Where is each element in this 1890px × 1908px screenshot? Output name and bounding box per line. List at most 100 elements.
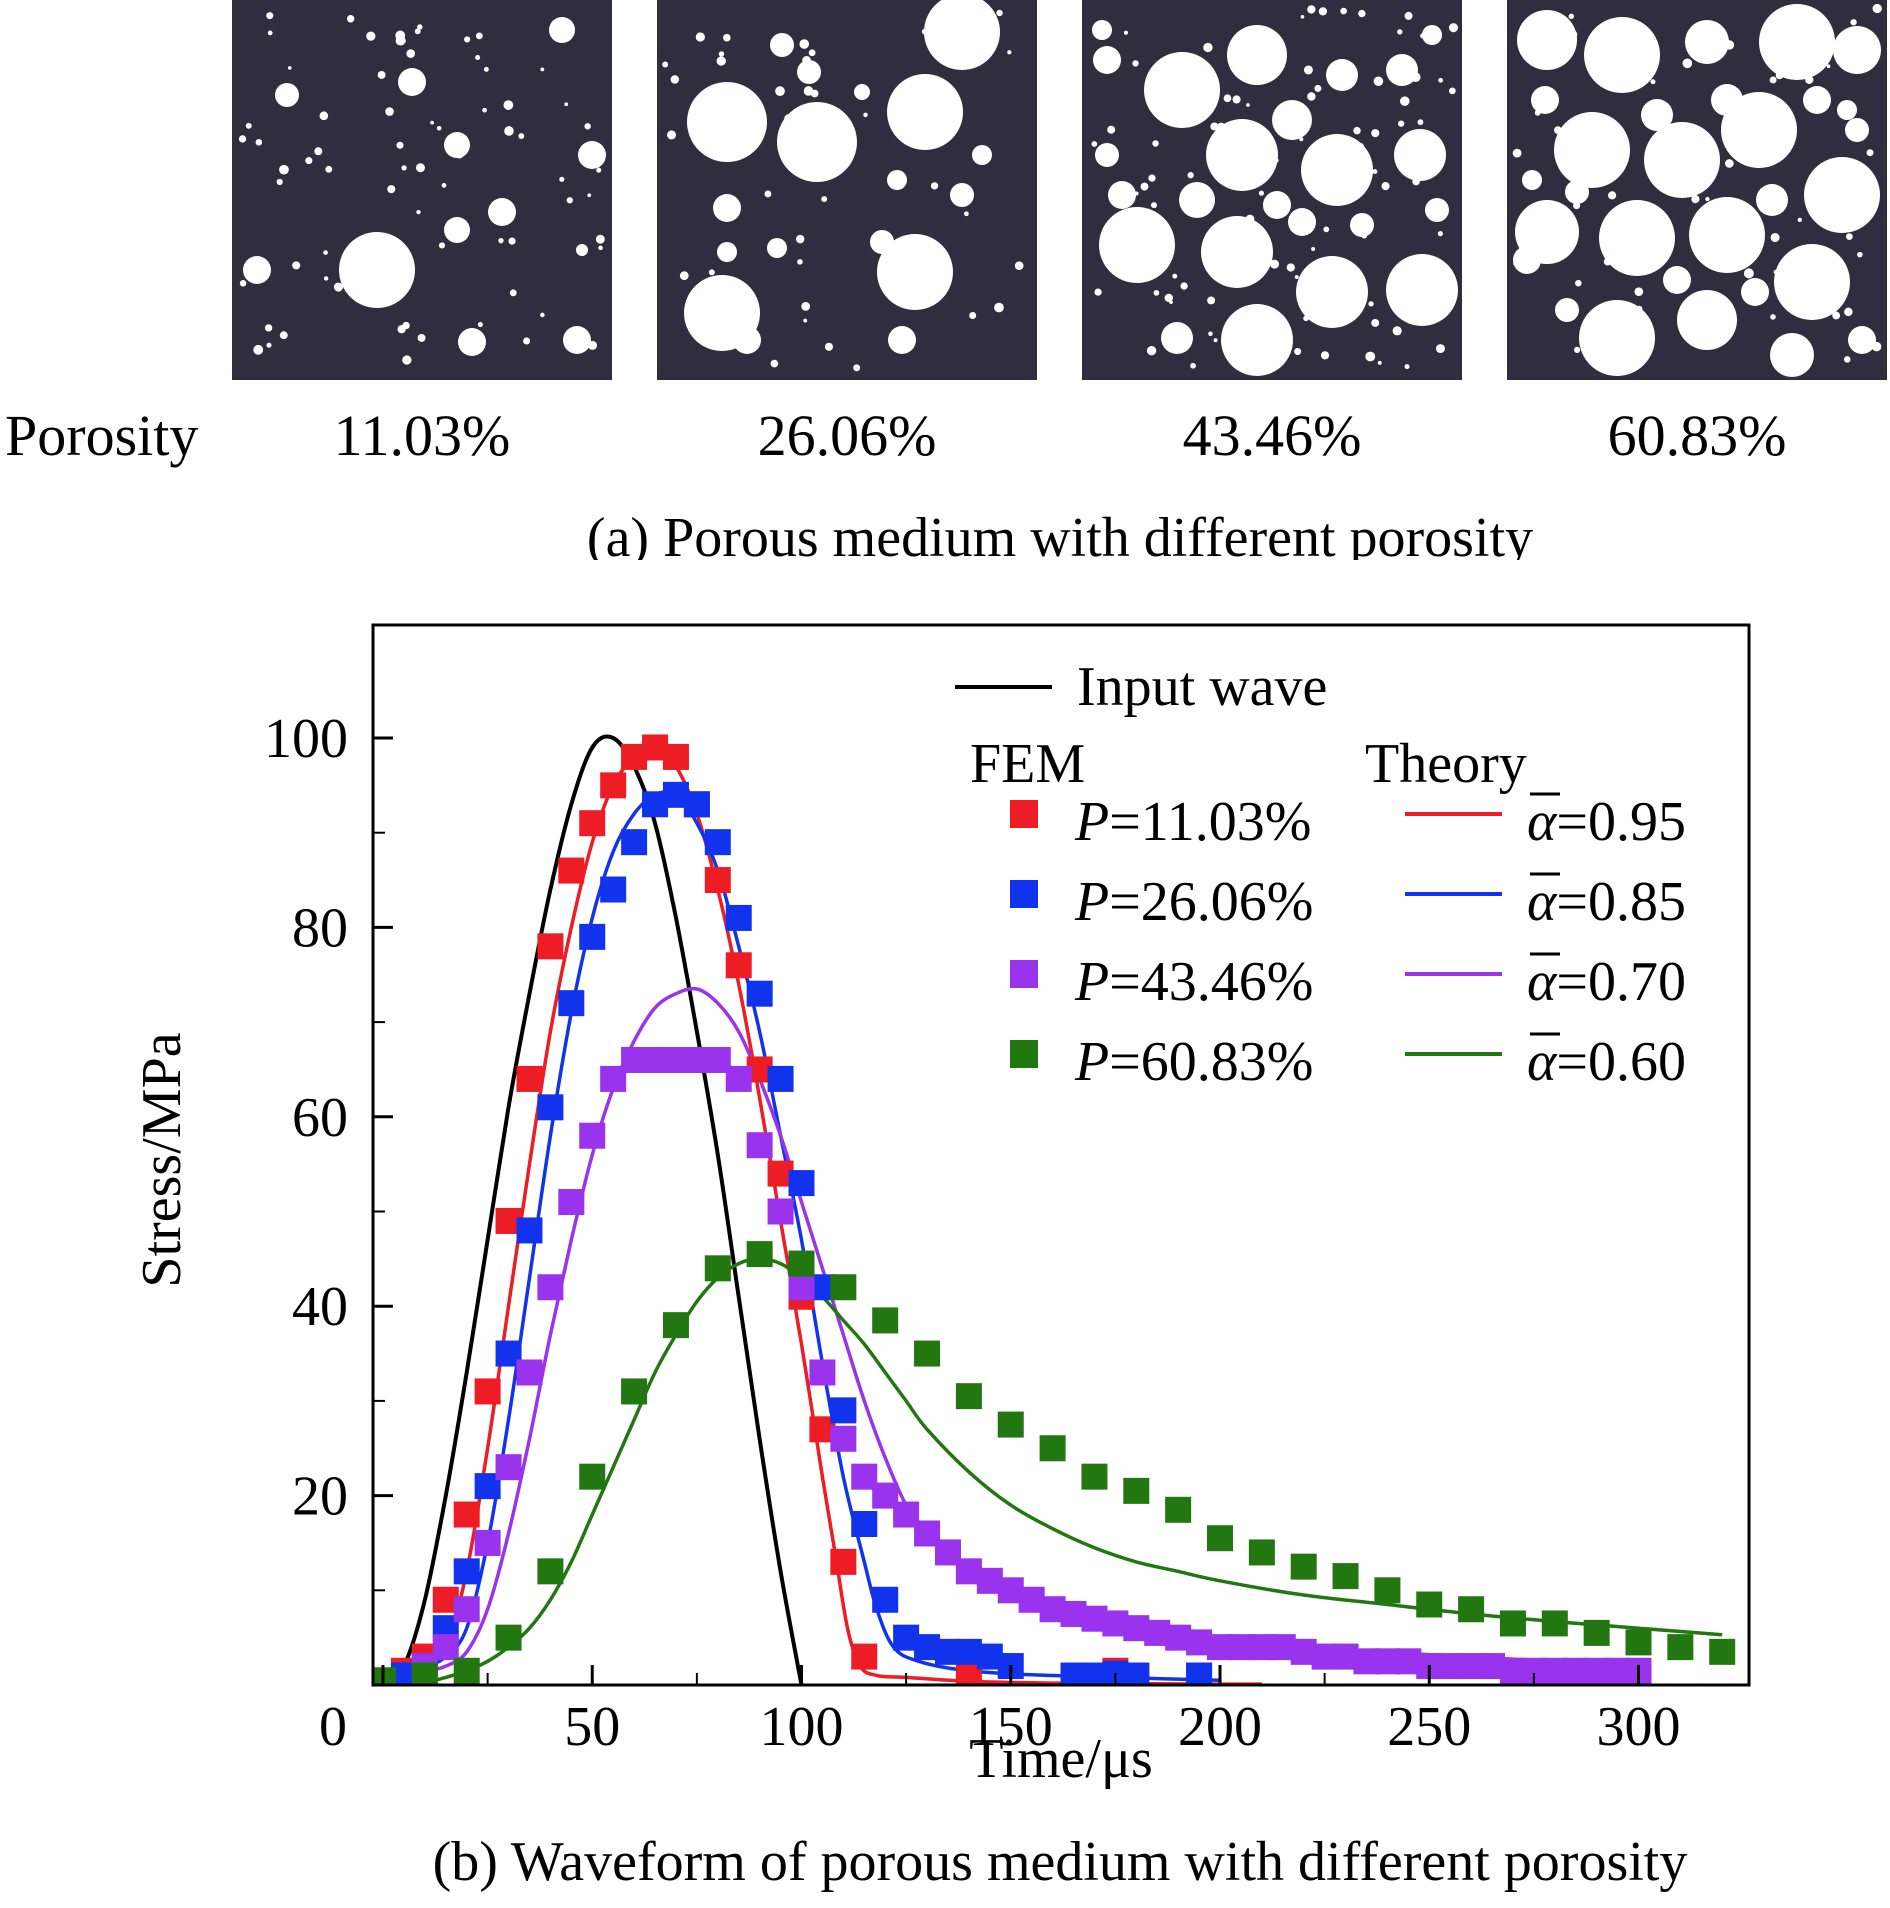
fem-point-4 bbox=[1625, 1629, 1652, 1656]
fem-point-3 bbox=[558, 1189, 585, 1216]
y-tick-label: 40 bbox=[292, 1276, 348, 1338]
legend-fem-header: FEM bbox=[970, 733, 1085, 795]
fem-point-4 bbox=[1290, 1553, 1317, 1580]
fem-point-2 bbox=[683, 791, 710, 818]
fem-point-2 bbox=[851, 1511, 878, 1538]
fem-point-1 bbox=[474, 1378, 501, 1405]
theory-line-3 bbox=[382, 986, 1639, 1678]
fem-point-4 bbox=[1165, 1496, 1192, 1523]
fem-point-2 bbox=[1081, 1662, 1108, 1685]
legend-fem-marker bbox=[1010, 880, 1038, 908]
legend-fem-label: P=26.06% bbox=[1074, 871, 1313, 933]
fem-point-4 bbox=[1207, 1525, 1233, 1552]
fem-point-3 bbox=[537, 1274, 564, 1301]
panel-a-caption: (a) Porous medium with different porosit… bbox=[587, 507, 1533, 560]
x-tick-label: 100 bbox=[760, 1696, 844, 1758]
porous-sample-4 bbox=[1507, 0, 1887, 380]
fem-point-4 bbox=[1374, 1577, 1401, 1604]
fem-point-1 bbox=[579, 810, 606, 837]
fem-point-4 bbox=[1667, 1634, 1694, 1661]
fem-point-4 bbox=[621, 1378, 648, 1405]
legend-fem-label: P=11.03% bbox=[1074, 791, 1311, 853]
x-tick-label: 0 bbox=[319, 1696, 347, 1758]
panel-b-caption: (b) Waveform of porous medium with diffe… bbox=[433, 1831, 1688, 1893]
waveform-chart: 0 50 100 150 200 250 300 20 40 60 80 100 Stress/MPa… bbox=[131, 623, 1751, 1893]
fem-point-3 bbox=[725, 1065, 752, 1092]
x-tick-label: 50 bbox=[564, 1696, 620, 1758]
fem-point-1 bbox=[955, 1662, 982, 1685]
fem-point-4 bbox=[704, 1255, 731, 1282]
fem-point-3 bbox=[453, 1596, 480, 1623]
legend-fem-marker bbox=[1010, 800, 1038, 828]
plot-frame bbox=[371, 623, 1751, 1687]
fem-point-4 bbox=[1248, 1539, 1275, 1566]
fem-point-4 bbox=[955, 1383, 982, 1410]
fem-point-4 bbox=[1458, 1596, 1485, 1623]
fem-point-1 bbox=[704, 867, 731, 894]
fem-point-4 bbox=[914, 1340, 941, 1367]
fem-point-2 bbox=[746, 980, 773, 1007]
y-tick-label: 20 bbox=[292, 1466, 348, 1528]
legend-fem-label: P=60.83% bbox=[1074, 1031, 1313, 1093]
legend: Input wave FEM Theory P=11.03% α=0.95 P=26… bbox=[955, 656, 1686, 1093]
fem-point-2 bbox=[537, 1094, 564, 1121]
porosity-row-label: Porosity bbox=[5, 403, 198, 468]
fem-point-4 bbox=[495, 1624, 522, 1651]
fem-point-1 bbox=[725, 952, 752, 979]
fem-point-2 bbox=[788, 1170, 815, 1197]
fem-point-4 bbox=[453, 1657, 480, 1684]
fem-point-1 bbox=[537, 933, 564, 960]
fem-point-2 bbox=[453, 1558, 480, 1585]
porous-sample-2 bbox=[657, 0, 1037, 380]
fem-point-4 bbox=[1583, 1619, 1610, 1646]
fem-point-2 bbox=[767, 1065, 794, 1092]
fem-point-4 bbox=[662, 1312, 689, 1339]
legend-theory-label: α=0.60 bbox=[1527, 1031, 1686, 1093]
fem-point-3 bbox=[746, 1132, 773, 1159]
fem-point-4 bbox=[1416, 1591, 1443, 1618]
y-tick-label: 60 bbox=[292, 1087, 348, 1149]
porous-sample-3 bbox=[1082, 0, 1462, 380]
legend-theory-header: Theory bbox=[1365, 733, 1527, 795]
y-tick-label: 100 bbox=[264, 708, 348, 770]
input-wave-line bbox=[381, 734, 804, 1685]
fem-point-2 bbox=[516, 1217, 543, 1244]
fem-point-2 bbox=[558, 990, 585, 1017]
fem-point-2 bbox=[830, 1397, 857, 1424]
fem-point-3 bbox=[474, 1529, 501, 1556]
y-tick-label: 80 bbox=[292, 897, 348, 959]
fem-point-2 bbox=[1060, 1662, 1087, 1685]
fem-point-1 bbox=[558, 857, 585, 884]
fem-point-3 bbox=[579, 1122, 606, 1149]
fem-point-2 bbox=[390, 1662, 417, 1685]
theory-line-1 bbox=[382, 745, 1262, 1685]
x-tick-label: 150 bbox=[969, 1696, 1053, 1758]
fem-point-2 bbox=[1186, 1662, 1213, 1685]
fem-point-4 bbox=[1039, 1435, 1066, 1462]
fem-point-1 bbox=[453, 1501, 480, 1528]
legend-theory-label: α=0.85 bbox=[1527, 871, 1686, 933]
x-tick-label: 250 bbox=[1387, 1696, 1471, 1758]
fem-point-3 bbox=[809, 1359, 836, 1386]
legend-fem-label: P=43.46% bbox=[1074, 951, 1313, 1013]
fem-point-3 bbox=[767, 1198, 794, 1225]
legend-fem-marker bbox=[1010, 960, 1038, 988]
fem-point-4 bbox=[411, 1662, 438, 1685]
fem-point-1 bbox=[851, 1643, 878, 1670]
porous-media-panel: Porosity 11.03% 26.06% 43.46% 60.83% (a)… bbox=[5, 0, 1887, 560]
fem-point-2 bbox=[1123, 1662, 1150, 1685]
x-tick-label: 200 bbox=[1178, 1696, 1262, 1758]
fem-point-4 bbox=[1541, 1610, 1568, 1637]
fem-point-3 bbox=[516, 1359, 543, 1386]
fem-point-2 bbox=[725, 904, 752, 931]
fem-point-3 bbox=[432, 1634, 459, 1661]
fem-point-4 bbox=[1709, 1638, 1736, 1665]
fem-point-1 bbox=[830, 1548, 857, 1575]
legend-theory-label: α=0.95 bbox=[1527, 791, 1686, 853]
fem-point-4 bbox=[1081, 1463, 1108, 1490]
fem-point-1 bbox=[600, 772, 627, 799]
fem-point-2 bbox=[872, 1586, 899, 1613]
legend-fem-marker bbox=[1010, 1040, 1038, 1068]
fem-point-4 bbox=[579, 1463, 606, 1490]
porosity-value: 26.06% bbox=[758, 403, 937, 468]
